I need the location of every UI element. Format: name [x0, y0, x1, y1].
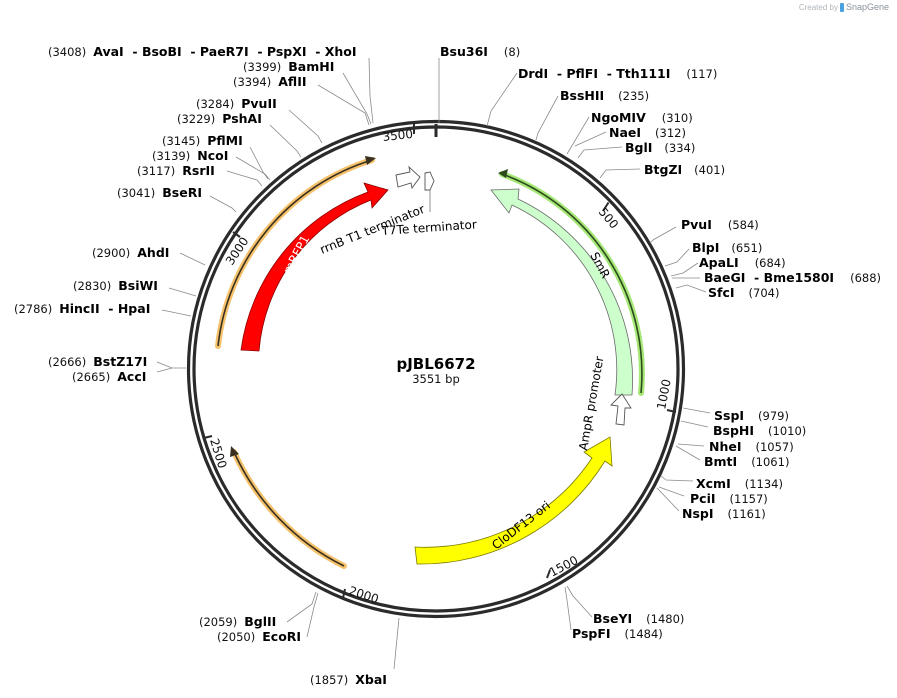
enzyme-label[interactable]: PspFI (1484): [572, 626, 663, 641]
feature-t7te-terminator[interactable]: T7Te terminator: [380, 171, 477, 238]
enzyme-label[interactable]: NaeI (312): [609, 125, 686, 140]
snapgene-logo-icon: [839, 2, 844, 12]
enzyme-label[interactable]: (3408) AvaI - BsoBI - PaeR7I - PspXI - Xh…: [48, 44, 357, 59]
enzyme-label[interactable]: (3399) BamHI: [243, 59, 334, 74]
watermark-prefix: Created by: [798, 2, 838, 12]
orf-arc-smr[interactable]: [498, 169, 645, 396]
orf-arc-top-left[interactable]: [215, 156, 376, 349]
enzyme-label[interactable]: (3229) PshAI: [177, 111, 262, 126]
enzyme-label[interactable]: PciI (1157): [690, 491, 768, 506]
enzyme-label[interactable]: NspI (1161): [682, 506, 766, 521]
enzyme-label[interactable]: (1857) XbaI: [310, 672, 387, 687]
enzyme-label[interactable]: BseYI (1480): [593, 611, 684, 626]
enzyme-label[interactable]: (2050) EcoRI: [217, 629, 301, 644]
enzyme-label[interactable]: BssHII (235): [560, 88, 649, 103]
enzyme-label[interactable]: PvuI (584): [681, 217, 759, 232]
feature-mrfp1[interactable]: mRFP1: [240, 182, 389, 352]
enzyme-label[interactable]: (2666) BstZ17I: [48, 354, 147, 369]
enzyme-label[interactable]: NheI (1057): [709, 439, 794, 454]
enzyme-label[interactable]: SfcI (704): [708, 285, 779, 300]
enzyme-label[interactable]: Bsu36I (8): [440, 44, 520, 59]
enzyme-label[interactable]: (2900) AhdI: [92, 245, 169, 260]
plasmid-length: 3551 bp: [412, 372, 460, 386]
enzyme-label[interactable]: (2665) AccI: [72, 369, 146, 384]
plasmid-name: pJBL6672: [396, 355, 475, 373]
enzyme-label[interactable]: BaeGI - Bme1580I (688): [704, 270, 881, 285]
tick-label-1000: 1000: [654, 378, 674, 411]
feature-label-ampr-promoter: AmpR promoter: [576, 355, 606, 451]
arrowhead-icon: [498, 169, 508, 178]
enzyme-labels-right: Bsu36I (8) DrdI - PflFI - Tth111I (117) Bs…: [440, 44, 881, 641]
enzyme-label[interactable]: (2830) BsiWI: [73, 278, 158, 293]
enzyme-label[interactable]: (3284) PvuII: [196, 96, 277, 111]
enzyme-label[interactable]: BmtI (1061): [704, 454, 789, 469]
enzyme-label[interactable]: (3145) PflMI: [162, 133, 243, 148]
enzyme-label[interactable]: BglI (334): [625, 140, 695, 155]
enzyme-label[interactable]: (2786) HincII - HpaI: [14, 301, 150, 316]
arrowhead-icon: [365, 156, 376, 165]
orf-arc-bottom-left[interactable]: [230, 446, 347, 569]
enzyme-label[interactable]: NgoMIV (310): [591, 110, 693, 125]
feature-clodf13-ori[interactable]: CloDF13 ori: [414, 436, 613, 565]
enzyme-label[interactable]: XcmI (1134): [696, 476, 783, 491]
feature-label-t7te-terminator: T7Te terminator: [380, 217, 477, 238]
enzyme-label[interactable]: ApaLI (684): [699, 255, 786, 270]
enzyme-label[interactable]: SspI (979): [714, 408, 789, 423]
enzyme-label[interactable]: (3394) AflII: [233, 74, 307, 89]
tick-label-3500: 3500: [382, 127, 414, 144]
watermark-brand: SnapGene: [845, 2, 889, 12]
enzyme-label[interactable]: BlpI (651): [692, 240, 762, 255]
enzyme-leader-lines: [156, 57, 711, 670]
enzyme-label[interactable]: BtgZI (401): [644, 162, 725, 177]
enzyme-label[interactable]: (2059) BglII: [199, 614, 276, 629]
snapgene-watermark: Created by SnapGene: [799, 2, 889, 12]
enzyme-label[interactable]: DrdI - PflFI - Tth111I (117): [518, 66, 717, 81]
enzyme-label[interactable]: BspHI (1010): [713, 423, 806, 438]
arrowhead-icon: [230, 446, 239, 457]
enzyme-label[interactable]: (3117) RsrII: [137, 163, 215, 178]
enzyme-label[interactable]: (3041) BseRI: [117, 185, 202, 200]
enzyme-label[interactable]: (3139) NcoI: [152, 148, 228, 163]
enzyme-labels-left: (3408) AvaI - BsoBI - PaeR7I - PspXI - Xh…: [14, 44, 387, 687]
